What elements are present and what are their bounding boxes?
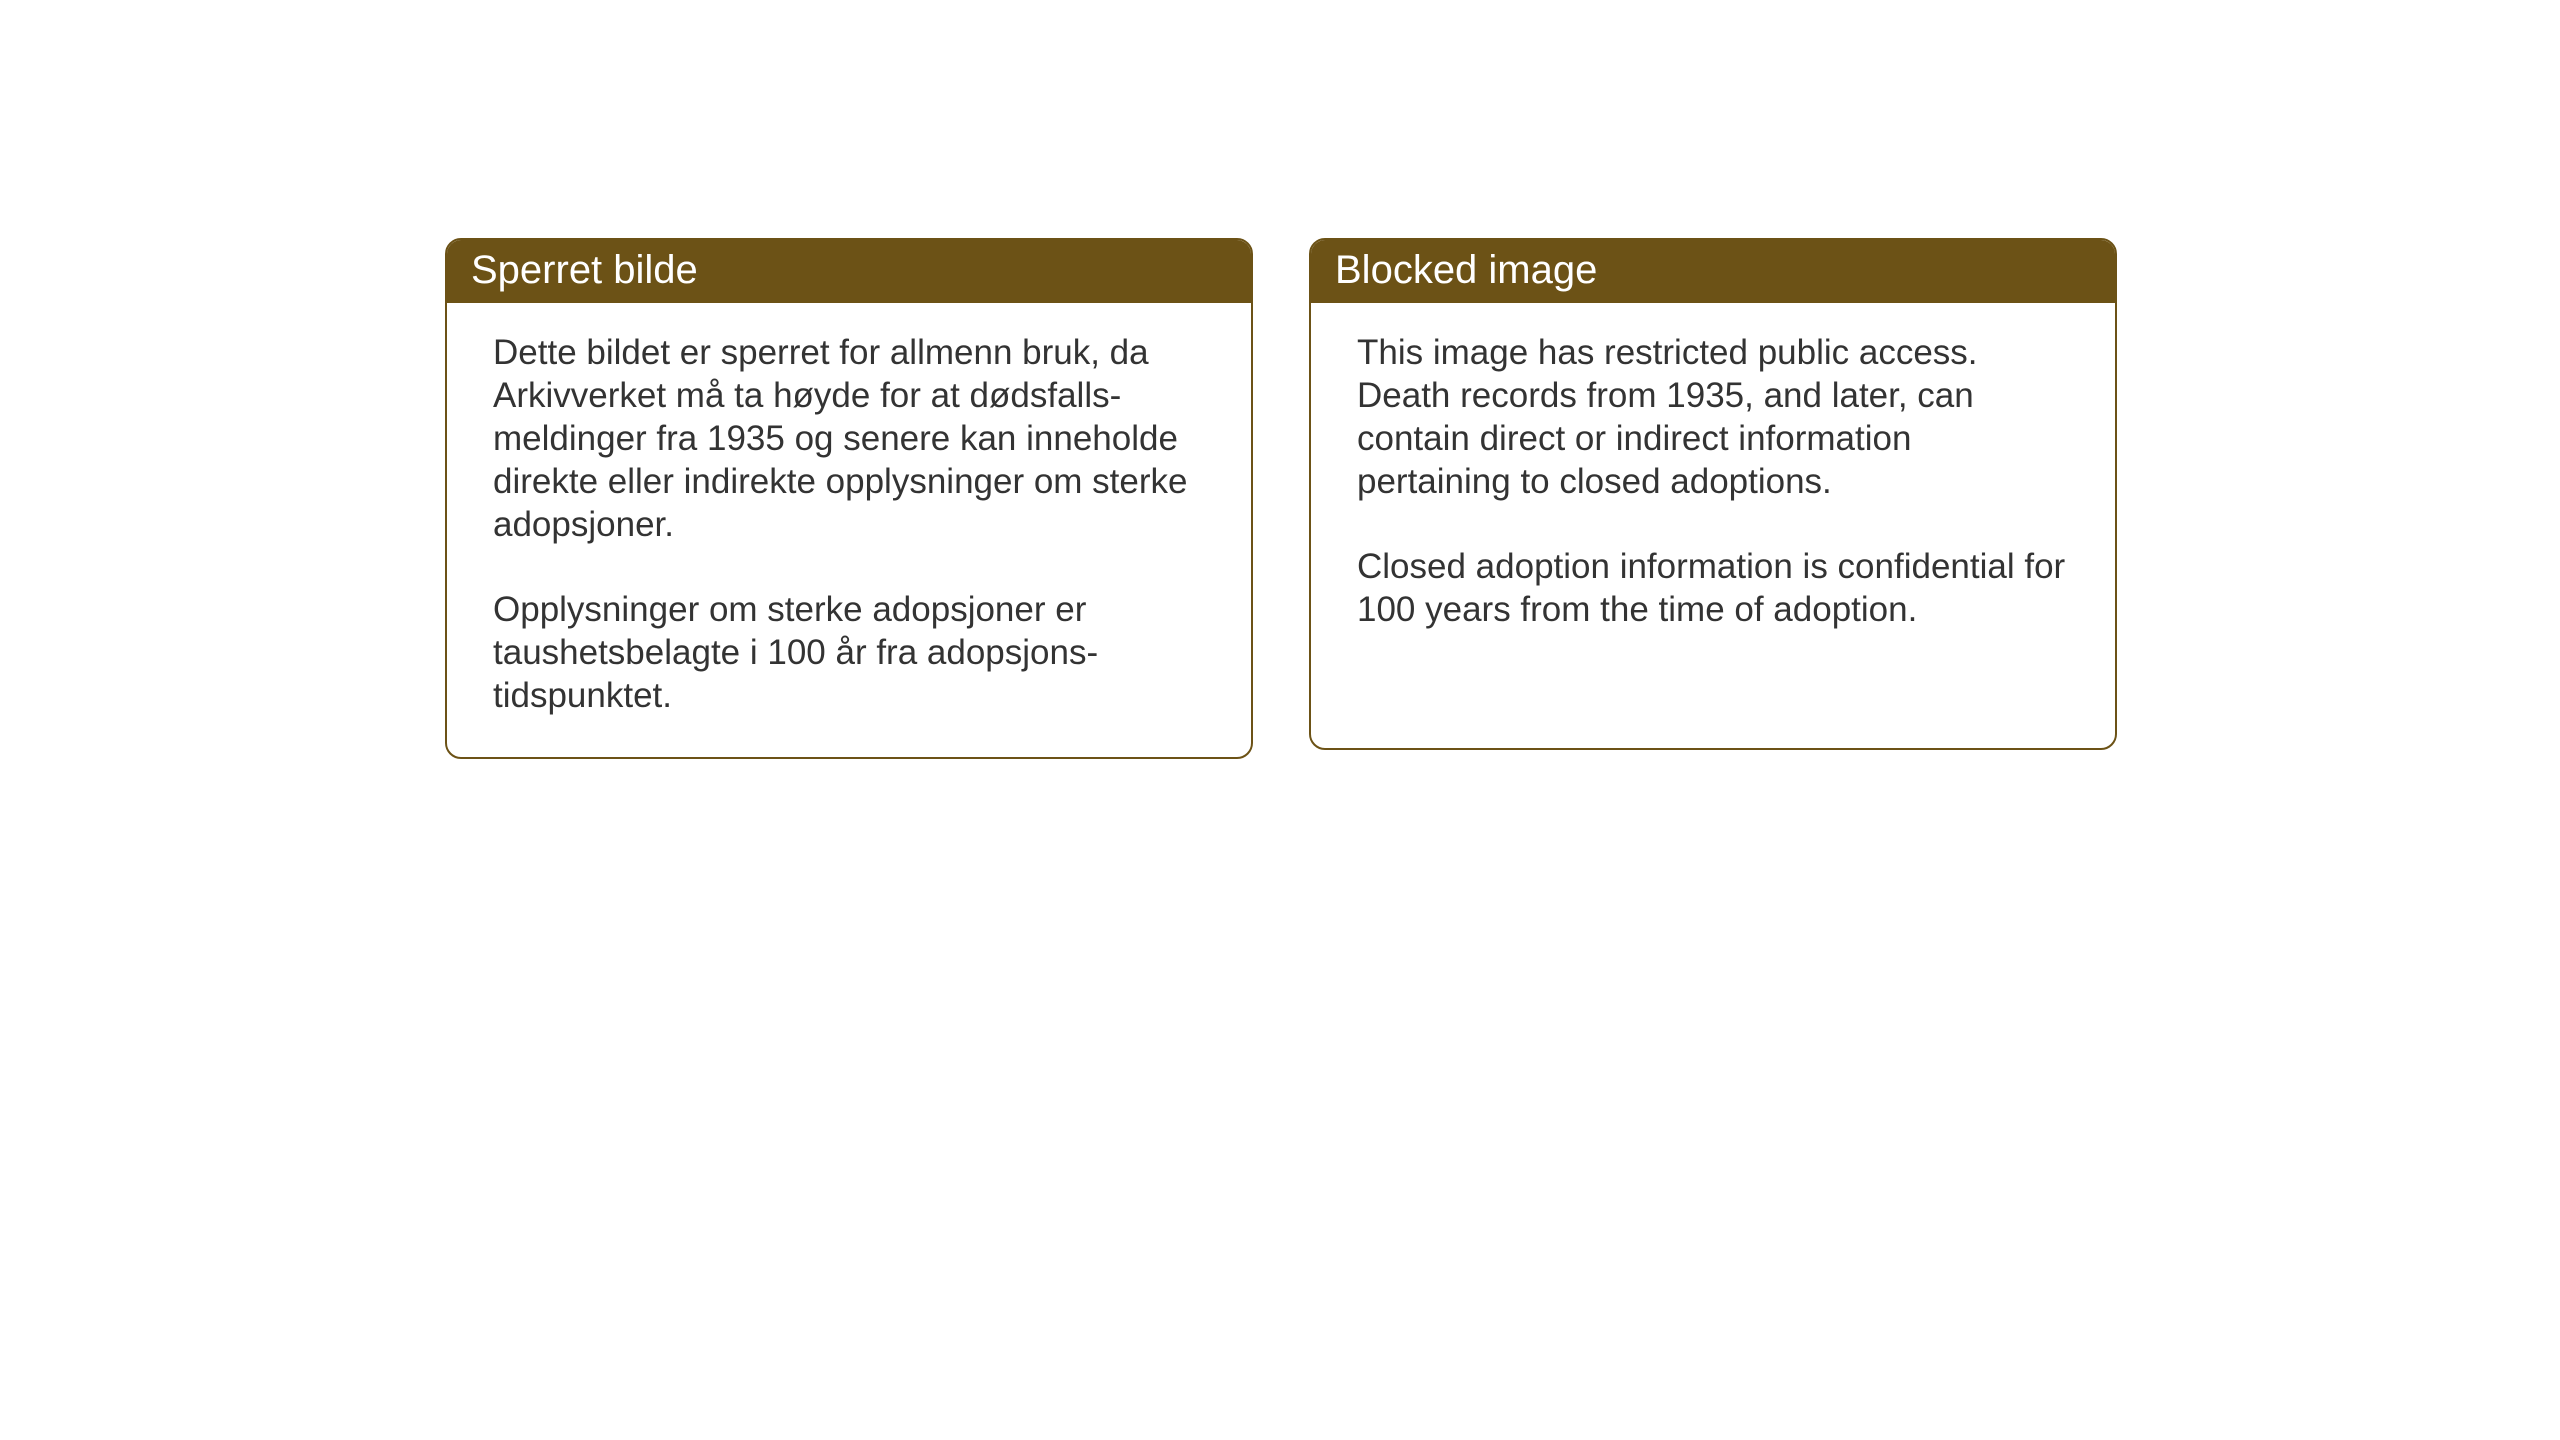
card-paragraph-norwegian-2: Opplysninger om sterke adopsjoner er tau… [493, 588, 1209, 717]
notice-container: Sperret bilde Dette bildet er sperret fo… [445, 238, 2117, 759]
notice-card-norwegian: Sperret bilde Dette bildet er sperret fo… [445, 238, 1253, 759]
card-paragraph-english-2: Closed adoption information is confident… [1357, 545, 2073, 631]
card-title-english: Blocked image [1335, 248, 1597, 292]
notice-card-english: Blocked image This image has restricted … [1309, 238, 2117, 750]
card-header-english: Blocked image [1311, 240, 2115, 303]
card-title-norwegian: Sperret bilde [471, 248, 698, 292]
card-body-english: This image has restricted public access.… [1311, 303, 2115, 671]
card-body-norwegian: Dette bildet er sperret for allmenn bruk… [447, 303, 1251, 757]
card-paragraph-norwegian-1: Dette bildet er sperret for allmenn bruk… [493, 331, 1209, 546]
card-header-norwegian: Sperret bilde [447, 240, 1251, 303]
card-paragraph-english-1: This image has restricted public access.… [1357, 331, 2073, 503]
